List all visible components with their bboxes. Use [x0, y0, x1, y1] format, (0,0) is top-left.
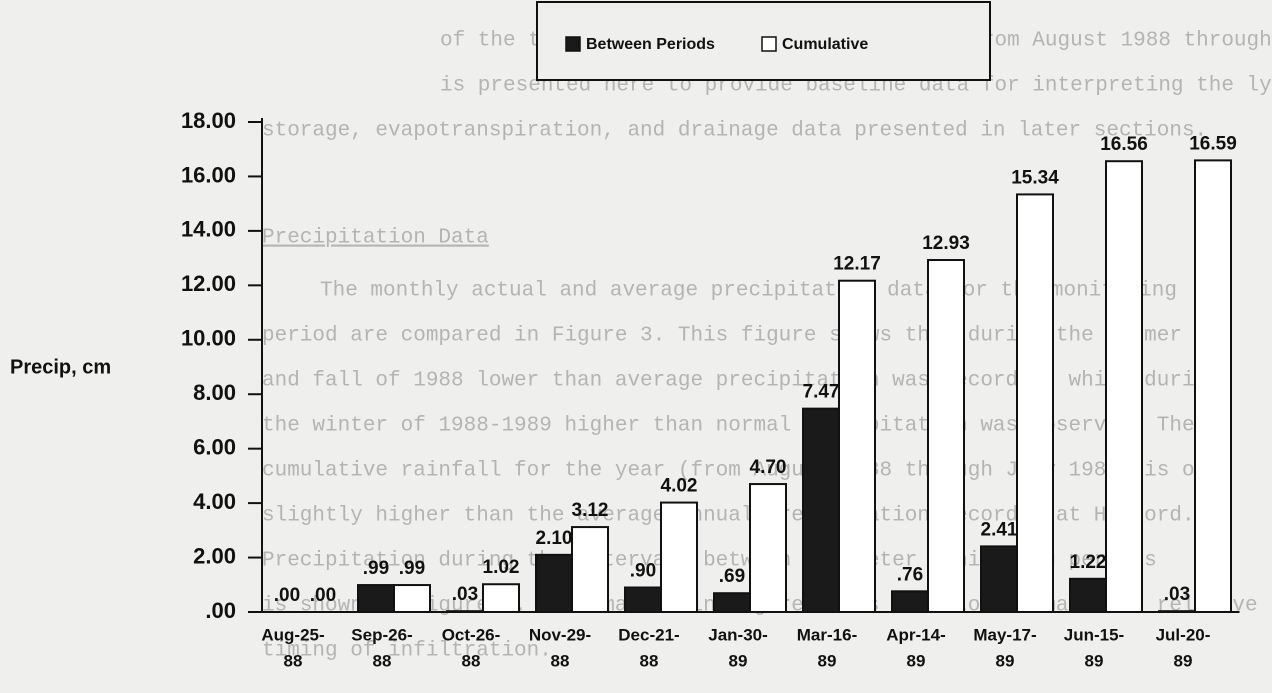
value-label: 1.02 — [483, 557, 520, 578]
y-tick-label: 4.00 — [193, 489, 236, 514]
value-label: .03 — [452, 584, 478, 605]
y-axis-label: Precip, cm — [10, 356, 111, 378]
bar — [838, 279, 876, 613]
bar — [660, 501, 698, 614]
value-label: .99 — [399, 558, 425, 579]
x-tick-label: Jun-15- — [1064, 625, 1124, 644]
value-label: 16.59 — [1189, 133, 1237, 154]
background-text: the winter of 1988-1989 higher than norm… — [262, 415, 1195, 438]
y-tick-label: 6.00 — [193, 434, 236, 459]
value-label: 2.10 — [536, 528, 573, 549]
legend-label: Between Periods — [586, 36, 715, 53]
x-tick-label: Oct-26- — [442, 625, 501, 644]
bar — [927, 259, 965, 613]
background-text: slightly higher than the average annual … — [262, 505, 1195, 528]
value-label: .76 — [897, 564, 923, 585]
value-label: 2.41 — [981, 519, 1018, 540]
value-label: .69 — [719, 566, 745, 587]
x-tick-label: Dec-21- — [618, 625, 679, 644]
legend-swatch — [761, 36, 777, 52]
bar — [802, 407, 840, 613]
bar — [393, 584, 431, 613]
legend-label: Cumulative — [782, 36, 868, 53]
x-tick-label: 88 — [373, 651, 392, 670]
value-label: 12.93 — [922, 233, 970, 254]
bar — [1069, 577, 1107, 613]
value-label: .00 — [310, 585, 336, 606]
value-label: 4.02 — [661, 476, 698, 497]
x-tick-label: May-17- — [973, 625, 1036, 644]
y-tick-label: .00 — [205, 598, 236, 623]
background-text: timing of infiltration. — [262, 640, 552, 663]
value-label: 1.22 — [1070, 552, 1107, 573]
value-label: .90 — [630, 561, 656, 582]
legend-swatch — [565, 36, 581, 52]
bar — [1016, 193, 1054, 614]
value-label: .00 — [274, 585, 300, 606]
bar — [749, 483, 787, 613]
x-tick-label: Sep-26- — [351, 625, 412, 644]
x-tick-label: Jul-20- — [1156, 625, 1211, 644]
x-tick-label: 89 — [729, 651, 748, 670]
value-label: 3.12 — [572, 500, 609, 521]
bar — [1194, 159, 1232, 613]
value-label: .99 — [363, 558, 389, 579]
value-label: 7.47 — [803, 382, 840, 403]
y-tick-label: 2.00 — [193, 543, 236, 568]
bar — [482, 583, 520, 614]
bar — [357, 584, 395, 613]
x-tick-label: 89 — [1174, 651, 1193, 670]
value-label: 16.56 — [1100, 134, 1148, 155]
y-tick-label: 18.00 — [181, 108, 236, 133]
value-label: 15.34 — [1011, 167, 1059, 188]
x-tick-label: 89 — [1085, 651, 1104, 670]
background-text: and fall of 1988 lower than average prec… — [262, 370, 1220, 393]
x-tick-label: Apr-14- — [886, 625, 946, 644]
bar — [1105, 160, 1143, 613]
y-tick-label: 14.00 — [181, 217, 236, 242]
bar — [980, 545, 1018, 614]
value-label: .03 — [1164, 584, 1190, 605]
y-tick-label: 12.00 — [181, 271, 236, 296]
x-tick-label: Aug-25- — [261, 625, 324, 644]
x-tick-label: Jan-30- — [708, 625, 768, 644]
x-tick-label: 89 — [996, 651, 1015, 670]
x-tick-label: 89 — [907, 651, 926, 670]
x-tick-label: Nov-29- — [529, 625, 591, 644]
x-tick-label: 88 — [462, 651, 481, 670]
y-tick-label: 16.00 — [181, 162, 236, 187]
x-tick-label: Mar-16- — [797, 625, 857, 644]
bar — [891, 590, 929, 613]
x-tick-label: 88 — [551, 651, 570, 670]
background-text: Precipitation Data — [262, 227, 489, 250]
y-tick-label: 10.00 — [181, 326, 236, 351]
value-label: 12.17 — [833, 254, 881, 275]
background-text: storage, evapotranspiration, and drainag… — [262, 120, 1207, 143]
bar — [713, 592, 751, 614]
x-tick-label: 88 — [640, 651, 659, 670]
bar — [535, 553, 573, 613]
y-tick-label: 8.00 — [193, 380, 236, 405]
x-tick-label: 88 — [284, 651, 303, 670]
value-label: 4.70 — [750, 457, 787, 478]
x-tick-label: 89 — [818, 651, 837, 670]
bar — [571, 526, 609, 613]
background-text: cumulative rainfall for the year (from A… — [262, 460, 1232, 483]
bar — [624, 586, 662, 613]
